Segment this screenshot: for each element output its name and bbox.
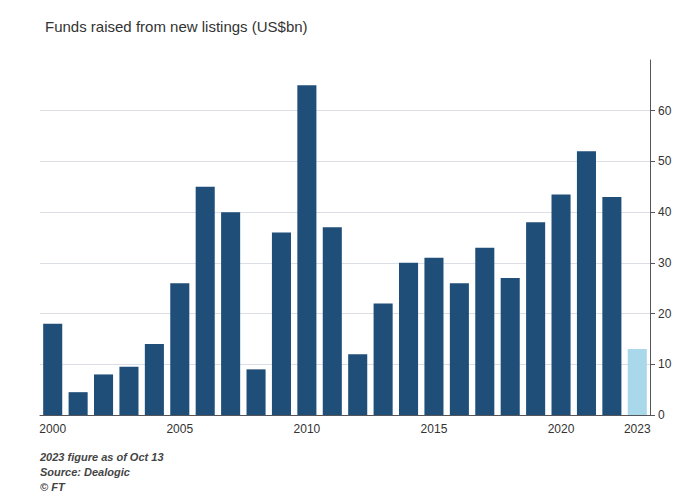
svg-text:2020: 2020 <box>548 422 575 436</box>
svg-text:2000: 2000 <box>39 422 66 436</box>
svg-text:20: 20 <box>658 307 672 321</box>
svg-text:Funds raised from new listings: Funds raised from new listings (US$bn) <box>45 18 308 35</box>
svg-text:0: 0 <box>658 408 665 422</box>
svg-text:60: 60 <box>658 104 672 118</box>
svg-text:2023: 2023 <box>624 422 651 436</box>
svg-text:2005: 2005 <box>166 422 193 436</box>
svg-text:2015: 2015 <box>421 422 448 436</box>
svg-text:10: 10 <box>658 357 672 371</box>
svg-text:40: 40 <box>658 205 672 219</box>
svg-text:Source: Dealogic: Source: Dealogic <box>40 466 130 478</box>
svg-text:2023 figure as of Oct 13: 2023 figure as of Oct 13 <box>39 451 164 463</box>
svg-text:© FT: © FT <box>40 481 66 493</box>
svg-text:30: 30 <box>658 256 672 270</box>
svg-text:50: 50 <box>658 154 672 168</box>
svg-text:2010: 2010 <box>294 422 321 436</box>
